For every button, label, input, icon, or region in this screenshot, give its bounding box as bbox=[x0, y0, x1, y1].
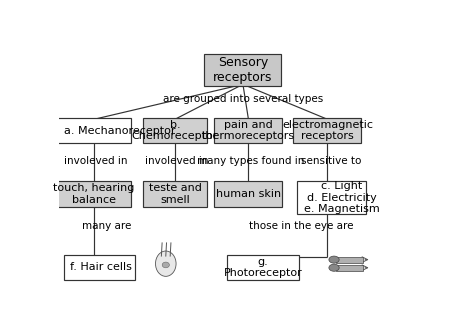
FancyBboxPatch shape bbox=[57, 118, 131, 143]
Circle shape bbox=[329, 256, 339, 263]
FancyBboxPatch shape bbox=[57, 181, 131, 207]
Text: many are: many are bbox=[82, 221, 132, 231]
FancyBboxPatch shape bbox=[214, 181, 283, 207]
FancyBboxPatch shape bbox=[228, 255, 299, 280]
Text: g.
Photoreceptor: g. Photoreceptor bbox=[224, 257, 302, 278]
FancyBboxPatch shape bbox=[204, 54, 282, 86]
FancyBboxPatch shape bbox=[297, 181, 366, 214]
Text: c. Light
d. Electricity
e. Magnetism: c. Light d. Electricity e. Magnetism bbox=[303, 181, 379, 215]
Text: pain and
thermoreceptors: pain and thermoreceptors bbox=[202, 120, 295, 141]
Text: a. Mechanoreceptor: a. Mechanoreceptor bbox=[64, 126, 175, 136]
Text: human skin: human skin bbox=[216, 189, 281, 199]
Text: are grouped into several types: are grouped into several types bbox=[163, 94, 323, 104]
Circle shape bbox=[329, 264, 339, 271]
FancyBboxPatch shape bbox=[64, 255, 136, 280]
Ellipse shape bbox=[162, 262, 169, 268]
Text: touch, hearing
balance: touch, hearing balance bbox=[54, 183, 135, 205]
FancyBboxPatch shape bbox=[336, 257, 363, 263]
Text: b.
Chemoreceptor: b. Chemoreceptor bbox=[132, 120, 218, 141]
FancyBboxPatch shape bbox=[143, 181, 207, 207]
Text: many types found in: many types found in bbox=[197, 156, 304, 166]
Text: teste and
smell: teste and smell bbox=[148, 183, 201, 205]
Ellipse shape bbox=[155, 251, 176, 276]
Text: f. Hair cells: f. Hair cells bbox=[70, 263, 132, 272]
FancyBboxPatch shape bbox=[336, 265, 363, 271]
Text: involeved in: involeved in bbox=[64, 156, 128, 166]
FancyBboxPatch shape bbox=[143, 118, 207, 143]
Text: electromagnetic
receptors: electromagnetic receptors bbox=[282, 120, 373, 141]
Text: involeved in: involeved in bbox=[145, 156, 209, 166]
Text: Sensory
receptors: Sensory receptors bbox=[213, 56, 273, 84]
Text: sensitive to: sensitive to bbox=[301, 156, 361, 166]
FancyBboxPatch shape bbox=[293, 118, 361, 143]
FancyBboxPatch shape bbox=[214, 118, 283, 143]
Text: those in the eye are: those in the eye are bbox=[249, 221, 354, 231]
